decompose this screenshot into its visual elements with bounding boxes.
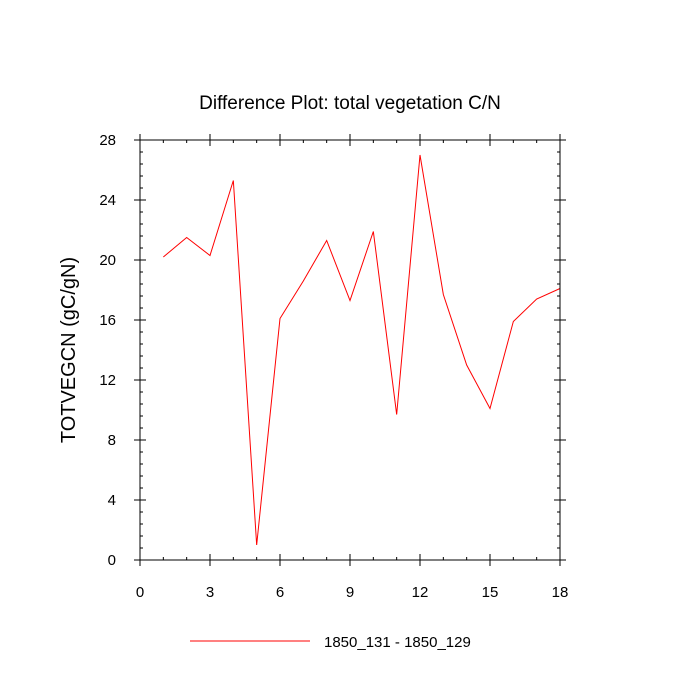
series-line — [163, 154, 561, 546]
legend: 1850_131 - 1850_129 — [190, 634, 471, 651]
y-tick-label: 28 — [99, 132, 116, 149]
x-tick-label: 9 — [346, 584, 354, 601]
y-axis-label: TOTVEGCN (gC/gN) — [58, 257, 80, 443]
y-tick-label: 8 — [108, 432, 116, 449]
y-tick-label: 4 — [108, 492, 116, 509]
y-tick-labels: 0 4 8 12 16 20 24 28 — [99, 132, 116, 569]
x-tick-label: 3 — [206, 584, 214, 601]
y-tick-label: 16 — [99, 312, 116, 329]
y-tick-label: 12 — [99, 372, 116, 389]
x-tick-label: 15 — [482, 584, 499, 601]
x-tick-label: 6 — [276, 584, 284, 601]
y-tick-label: 20 — [99, 252, 116, 269]
chart-title: Difference Plot: total vegetation C/N — [199, 93, 501, 114]
y-tick-label: 24 — [99, 192, 116, 209]
plot-frame — [139, 139, 561, 561]
legend-label: 1850_131 - 1850_129 — [324, 634, 471, 651]
x-tick-labels: 0 3 6 9 12 15 18 — [136, 584, 569, 601]
x-tick-label: 18 — [552, 584, 569, 601]
x-tick-label: 0 — [136, 584, 144, 601]
series-group — [163, 154, 561, 546]
x-tick-label: 12 — [412, 584, 429, 601]
y-tick-label: 0 — [108, 552, 116, 569]
